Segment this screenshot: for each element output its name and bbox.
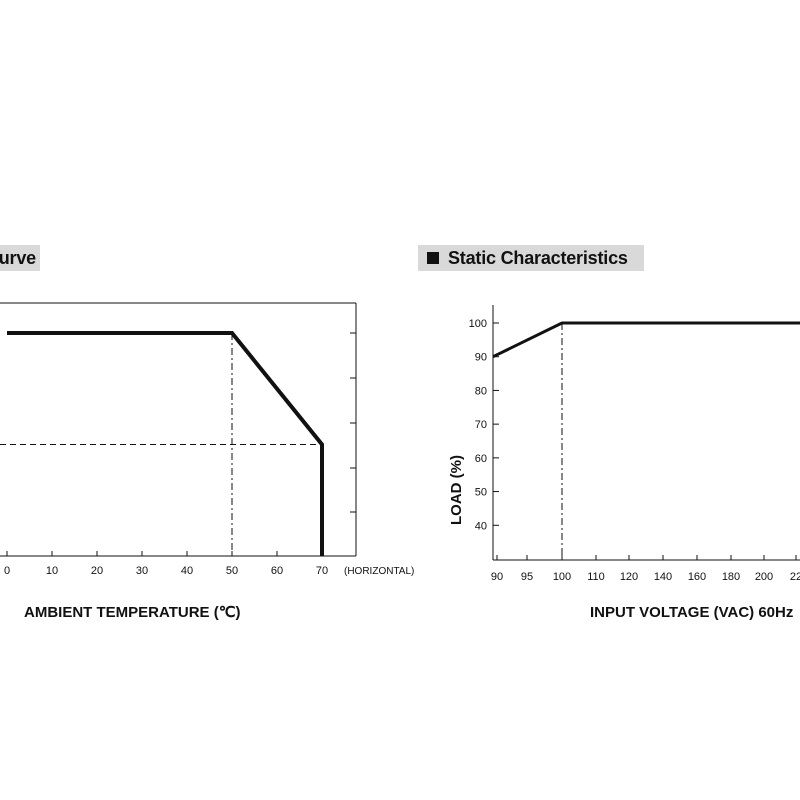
right-x-tick-label-5: 140 bbox=[654, 571, 672, 583]
left-chart-title-box: urve bbox=[0, 245, 40, 271]
static-characteristics-chart: 40 50 60 70 80 90 100 90 95 100 110 120 140 160 180 20… bbox=[448, 305, 800, 621]
left-x-tick-label-3: 30 bbox=[136, 565, 148, 577]
right-y-tick-label-6: 100 bbox=[469, 318, 487, 330]
right-plot-frame bbox=[492, 305, 800, 561]
right-x-tick-label-7: 180 bbox=[722, 571, 740, 583]
left-chart-title: urve bbox=[0, 248, 36, 268]
left-x-tick-label-4: 40 bbox=[181, 565, 193, 577]
right-x-tick-label-8: 200 bbox=[755, 571, 773, 583]
right-y-tick-label-5: 90 bbox=[475, 352, 487, 364]
left-series bbox=[7, 331, 324, 556]
left-x-tick-label-2: 20 bbox=[91, 565, 103, 577]
left-x-tick-label-7: 70 bbox=[316, 565, 328, 577]
derating-chart: 0 10 20 30 40 50 60 70 (HORIZONTAL) AMBIENT TEM… bbox=[0, 302, 414, 621]
left-right-axis-ticks bbox=[350, 332, 356, 513]
right-x-tick-label-2: 100 bbox=[553, 571, 571, 583]
left-series-line-0 bbox=[7, 331, 324, 556]
right-y-tick-label-4: 80 bbox=[475, 385, 487, 397]
left-plot-frame bbox=[0, 302, 357, 557]
left-x-tick-label-6: 60 bbox=[271, 565, 283, 577]
right-y-tick-label-1: 50 bbox=[475, 487, 487, 499]
right-x-tick-label-1: 95 bbox=[521, 571, 533, 583]
right-x-tick-label-0: 90 bbox=[491, 571, 503, 583]
right-chart-title: Static Characteristics bbox=[448, 248, 628, 268]
square-bullet-icon bbox=[427, 252, 439, 264]
right-x-tick-label-6: 160 bbox=[688, 571, 706, 583]
left-reference-lines bbox=[0, 333, 322, 556]
right-y-tick-label-0: 40 bbox=[475, 520, 487, 532]
left-x-tick-label-0: 0 bbox=[4, 565, 10, 577]
right-x-tick-label-3: 110 bbox=[587, 571, 605, 583]
right-y-axis-title: LOAD (%) bbox=[448, 455, 465, 525]
right-x-ticks: 90 95 100 110 120 140 160 180 200 22 bbox=[491, 555, 800, 583]
left-x-note: (HORIZONTAL) bbox=[344, 566, 414, 577]
right-y-tick-label-3: 70 bbox=[475, 419, 487, 431]
right-x-tick-label-9: 22 bbox=[790, 571, 800, 583]
right-series-line-0 bbox=[492, 321, 800, 359]
right-y-ticks: 40 50 60 70 80 90 100 bbox=[469, 318, 499, 532]
right-chart-title-box: Static Characteristics bbox=[418, 245, 644, 271]
left-x-tick-label-5: 50 bbox=[226, 565, 238, 577]
right-x-tick-label-4: 120 bbox=[620, 571, 638, 583]
left-x-ticks: 0 10 20 30 40 50 60 70 bbox=[4, 551, 328, 577]
left-x-tick-label-1: 10 bbox=[46, 565, 58, 577]
right-x-axis-title: INPUT VOLTAGE (VAC) 60Hz bbox=[590, 604, 793, 621]
right-series bbox=[492, 321, 800, 359]
left-x-axis-title: AMBIENT TEMPERATURE (℃) bbox=[24, 604, 241, 621]
right-y-tick-label-2: 60 bbox=[475, 453, 487, 465]
